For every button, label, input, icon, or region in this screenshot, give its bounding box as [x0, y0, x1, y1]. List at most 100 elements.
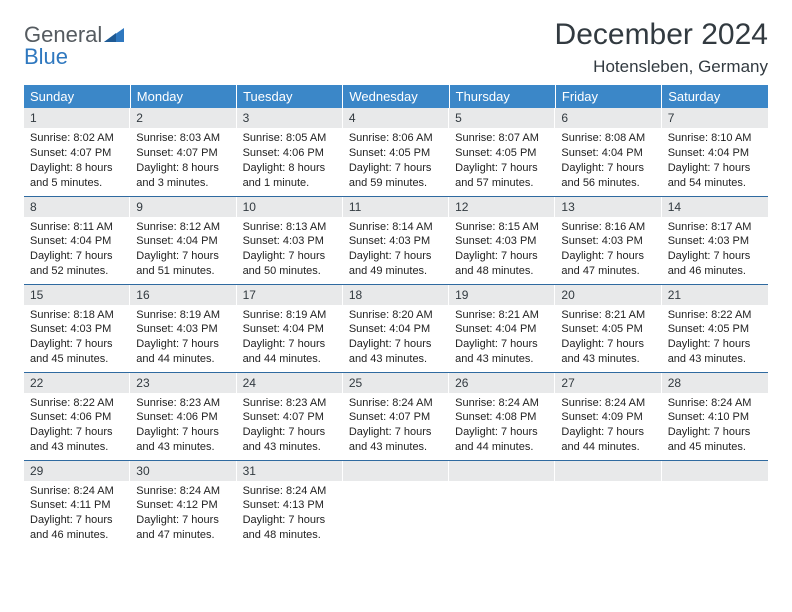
day-number: 1 — [24, 108, 130, 128]
day-body: Sunrise: 8:24 AMSunset: 4:11 PMDaylight:… — [24, 481, 130, 547]
daylight-text: Daylight: 8 hours and 5 minutes. — [30, 161, 124, 191]
day-number: 30 — [130, 461, 236, 481]
sunset-text: Sunset: 4:07 PM — [349, 410, 443, 425]
day-number: 12 — [449, 197, 555, 217]
sunset-text: Sunset: 4:10 PM — [668, 410, 762, 425]
sunrise-text: Sunrise: 8:11 AM — [30, 220, 124, 235]
day-number: 24 — [237, 373, 343, 393]
calendar-head: SundayMondayTuesdayWednesdayThursdayFrid… — [24, 85, 768, 108]
calendar-table: SundayMondayTuesdayWednesdayThursdayFrid… — [24, 85, 768, 548]
day-number: 18 — [343, 285, 449, 305]
daylight-text: Daylight: 7 hours and 43 minutes. — [136, 425, 230, 455]
sunset-text: Sunset: 4:03 PM — [561, 234, 655, 249]
day-body: Sunrise: 8:24 AMSunset: 4:12 PMDaylight:… — [130, 481, 236, 547]
day-body: Sunrise: 8:21 AMSunset: 4:05 PMDaylight:… — [555, 305, 661, 371]
calendar-day: 23Sunrise: 8:23 AMSunset: 4:06 PMDayligh… — [130, 372, 236, 460]
sunset-text: Sunset: 4:06 PM — [30, 410, 124, 425]
calendar-day: 11Sunrise: 8:14 AMSunset: 4:03 PMDayligh… — [343, 196, 449, 284]
day-body: Sunrise: 8:06 AMSunset: 4:05 PMDaylight:… — [343, 128, 449, 194]
day-body-empty — [555, 481, 661, 541]
calendar-day: 24Sunrise: 8:23 AMSunset: 4:07 PMDayligh… — [237, 372, 343, 460]
daylight-text: Daylight: 7 hours and 46 minutes. — [668, 249, 762, 279]
sunset-text: Sunset: 4:03 PM — [349, 234, 443, 249]
sunset-text: Sunset: 4:03 PM — [136, 322, 230, 337]
sunset-text: Sunset: 4:03 PM — [243, 234, 337, 249]
calendar-week: 22Sunrise: 8:22 AMSunset: 4:06 PMDayligh… — [24, 372, 768, 460]
day-number: 10 — [237, 197, 343, 217]
sunrise-text: Sunrise: 8:21 AM — [455, 308, 549, 323]
day-number: 17 — [237, 285, 343, 305]
calendar-day: 13Sunrise: 8:16 AMSunset: 4:03 PMDayligh… — [555, 196, 661, 284]
sunset-text: Sunset: 4:05 PM — [455, 146, 549, 161]
day-number-empty — [449, 461, 555, 481]
sunrise-text: Sunrise: 8:23 AM — [243, 396, 337, 411]
day-number: 22 — [24, 373, 130, 393]
calendar-day — [449, 460, 555, 548]
calendar-day: 14Sunrise: 8:17 AMSunset: 4:03 PMDayligh… — [662, 196, 768, 284]
day-number-empty — [662, 461, 768, 481]
day-number: 7 — [662, 108, 768, 128]
day-number: 31 — [237, 461, 343, 481]
sunset-text: Sunset: 4:11 PM — [30, 498, 124, 513]
sunset-text: Sunset: 4:13 PM — [243, 498, 337, 513]
calendar-day: 29Sunrise: 8:24 AMSunset: 4:11 PMDayligh… — [24, 460, 130, 548]
sunrise-text: Sunrise: 8:05 AM — [243, 131, 337, 146]
calendar-day: 1Sunrise: 8:02 AMSunset: 4:07 PMDaylight… — [24, 108, 130, 196]
day-number: 20 — [555, 285, 661, 305]
day-number: 14 — [662, 197, 768, 217]
daylight-text: Daylight: 7 hours and 43 minutes. — [349, 425, 443, 455]
day-number: 29 — [24, 461, 130, 481]
daylight-text: Daylight: 7 hours and 59 minutes. — [349, 161, 443, 191]
sunset-text: Sunset: 4:04 PM — [668, 146, 762, 161]
daylight-text: Daylight: 7 hours and 48 minutes. — [243, 513, 337, 543]
sunrise-text: Sunrise: 8:02 AM — [30, 131, 124, 146]
day-body: Sunrise: 8:07 AMSunset: 4:05 PMDaylight:… — [449, 128, 555, 194]
sunset-text: Sunset: 4:07 PM — [30, 146, 124, 161]
sunrise-text: Sunrise: 8:24 AM — [243, 484, 337, 499]
calendar-day: 22Sunrise: 8:22 AMSunset: 4:06 PMDayligh… — [24, 372, 130, 460]
sunset-text: Sunset: 4:06 PM — [136, 410, 230, 425]
day-body: Sunrise: 8:19 AMSunset: 4:03 PMDaylight:… — [130, 305, 236, 371]
day-body-empty — [449, 481, 555, 541]
sunrise-text: Sunrise: 8:22 AM — [30, 396, 124, 411]
day-number: 23 — [130, 373, 236, 393]
sunrise-text: Sunrise: 8:06 AM — [349, 131, 443, 146]
day-body: Sunrise: 8:15 AMSunset: 4:03 PMDaylight:… — [449, 217, 555, 283]
day-body: Sunrise: 8:20 AMSunset: 4:04 PMDaylight:… — [343, 305, 449, 371]
day-body: Sunrise: 8:10 AMSunset: 4:04 PMDaylight:… — [662, 128, 768, 194]
calendar-day: 8Sunrise: 8:11 AMSunset: 4:04 PMDaylight… — [24, 196, 130, 284]
day-number: 5 — [449, 108, 555, 128]
day-body: Sunrise: 8:02 AMSunset: 4:07 PMDaylight:… — [24, 128, 130, 194]
sunset-text: Sunset: 4:09 PM — [561, 410, 655, 425]
day-body: Sunrise: 8:14 AMSunset: 4:03 PMDaylight:… — [343, 217, 449, 283]
brand-text: General Blue — [24, 24, 124, 68]
daylight-text: Daylight: 7 hours and 43 minutes. — [561, 337, 655, 367]
daylight-text: Daylight: 7 hours and 45 minutes. — [668, 425, 762, 455]
sunrise-text: Sunrise: 8:19 AM — [136, 308, 230, 323]
logo-triangle-icon — [104, 24, 124, 46]
day-body: Sunrise: 8:23 AMSunset: 4:07 PMDaylight:… — [237, 393, 343, 459]
day-body-empty — [662, 481, 768, 541]
sunset-text: Sunset: 4:03 PM — [668, 234, 762, 249]
sunrise-text: Sunrise: 8:20 AM — [349, 308, 443, 323]
daylight-text: Daylight: 7 hours and 43 minutes. — [455, 337, 549, 367]
calendar-day: 12Sunrise: 8:15 AMSunset: 4:03 PMDayligh… — [449, 196, 555, 284]
day-number: 11 — [343, 197, 449, 217]
calendar-week: 29Sunrise: 8:24 AMSunset: 4:11 PMDayligh… — [24, 460, 768, 548]
weekday-header: Thursday — [449, 85, 555, 108]
day-body: Sunrise: 8:05 AMSunset: 4:06 PMDaylight:… — [237, 128, 343, 194]
day-body: Sunrise: 8:12 AMSunset: 4:04 PMDaylight:… — [130, 217, 236, 283]
daylight-text: Daylight: 7 hours and 56 minutes. — [561, 161, 655, 191]
sunset-text: Sunset: 4:06 PM — [243, 146, 337, 161]
day-body: Sunrise: 8:22 AMSunset: 4:05 PMDaylight:… — [662, 305, 768, 371]
day-body: Sunrise: 8:23 AMSunset: 4:06 PMDaylight:… — [130, 393, 236, 459]
sunset-text: Sunset: 4:07 PM — [243, 410, 337, 425]
sunrise-text: Sunrise: 8:24 AM — [136, 484, 230, 499]
day-number: 4 — [343, 108, 449, 128]
day-body: Sunrise: 8:16 AMSunset: 4:03 PMDaylight:… — [555, 217, 661, 283]
day-number: 25 — [343, 373, 449, 393]
day-number: 28 — [662, 373, 768, 393]
sunrise-text: Sunrise: 8:10 AM — [668, 131, 762, 146]
brand-logo: General Blue — [24, 18, 124, 68]
day-body: Sunrise: 8:03 AMSunset: 4:07 PMDaylight:… — [130, 128, 236, 194]
